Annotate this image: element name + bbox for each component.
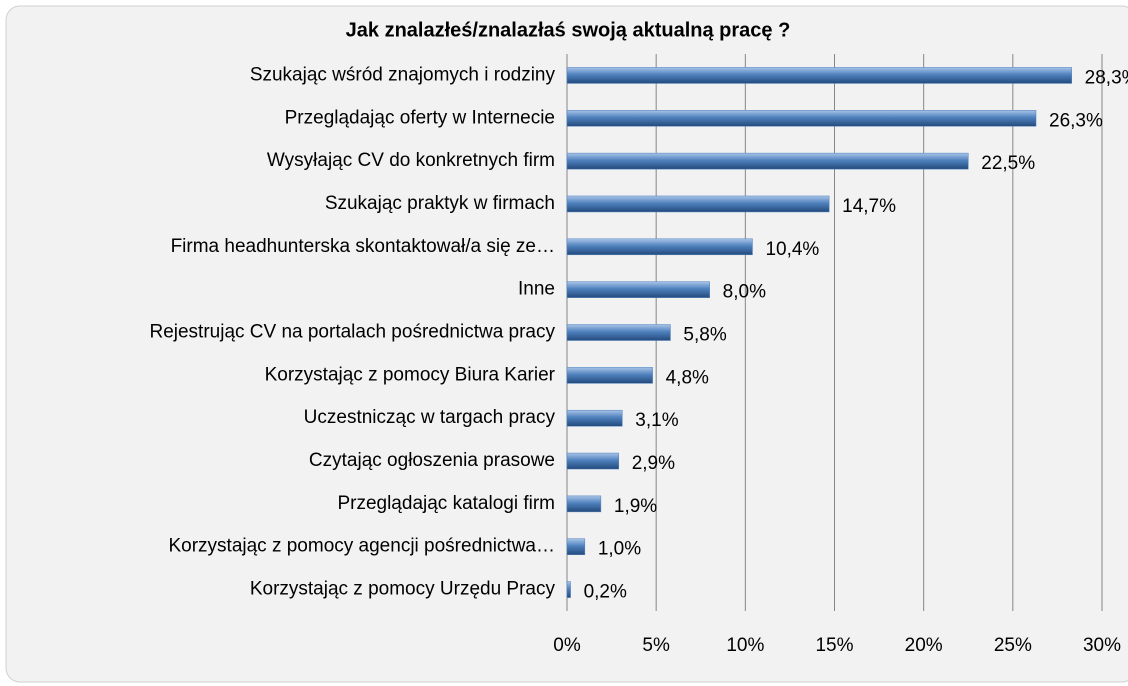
x-tick-label: 15% (815, 635, 853, 656)
bar (566, 409, 623, 427)
data-label: 3,1% (635, 410, 678, 431)
x-tick-label: 0% (553, 635, 581, 656)
y-tick-label: Uczestnicząc w targach pracy (304, 407, 556, 428)
data-label: 8,0% (723, 282, 766, 303)
bar (566, 581, 571, 598)
chart-title: Jak znalazłeś/znalazłaś swoją aktualną p… (346, 19, 791, 41)
data-label: 22,5% (981, 153, 1035, 174)
y-tick-label: Inne (518, 279, 555, 300)
y-tick-label: Rejestrując CV na portalach pośrednictwa… (149, 322, 555, 343)
bar (566, 152, 969, 170)
bar (566, 281, 710, 298)
bar (566, 67, 1072, 84)
bar (566, 452, 619, 470)
data-label: 10,4% (765, 239, 819, 260)
y-tick-label: Korzystając z pomocy Biura Karier (265, 364, 556, 385)
bar (566, 195, 830, 213)
bar (566, 538, 586, 555)
data-label: 1,0% (598, 539, 641, 560)
x-tick-label: 5% (642, 635, 670, 656)
data-label: 5,8% (683, 325, 726, 346)
y-tick-label: Czytając ogłoszenia prasowe (309, 450, 555, 471)
x-tick-label: 10% (726, 635, 764, 656)
y-tick-label: Szukając praktyk w firmach (325, 193, 555, 214)
data-label: 26,3% (1049, 110, 1103, 131)
y-tick-label: Wysyłając CV do konkretnych firm (267, 150, 555, 171)
y-tick-label: Przeglądając oferty w Internecie (285, 107, 555, 128)
data-label: 0,2% (584, 582, 627, 603)
bar (566, 495, 602, 513)
y-tick-label: Firma headhunterska skontaktował/a się z… (171, 236, 555, 257)
y-tick-label: Szukając wśród znajomych i rodziny (250, 64, 556, 85)
x-tick-label: 30% (1083, 635, 1121, 656)
data-label: 1,9% (614, 496, 657, 517)
bar (566, 324, 671, 341)
data-label: 4,8% (666, 367, 709, 388)
y-tick-label: Korzystając z pomocy agencji pośrednictw… (168, 536, 555, 557)
bar (566, 110, 1037, 127)
y-tick-label: Korzystając z pomocy Urzędu Pracy (250, 579, 556, 600)
x-tick-label: 25% (994, 635, 1032, 656)
data-label: 14,7% (842, 196, 896, 217)
bar (566, 367, 653, 384)
x-tick-label: 20% (905, 635, 943, 656)
data-label: 28,3% (1085, 67, 1128, 88)
y-tick-label: Przeglądając katalogi firm (337, 493, 555, 514)
bar (566, 238, 753, 256)
data-label: 2,9% (632, 453, 675, 474)
